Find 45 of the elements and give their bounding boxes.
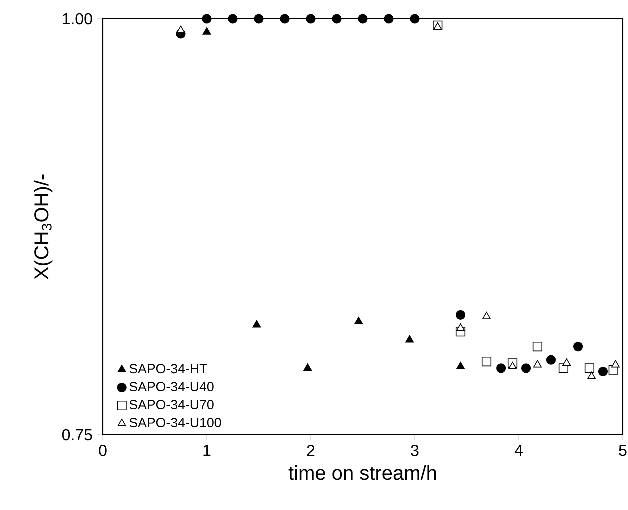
point: [482, 356, 492, 367]
point: [598, 366, 608, 377]
point: [573, 342, 584, 352]
point: [496, 364, 506, 374]
x-axis-title: time on stream/h: [288, 466, 436, 480]
x-tick-label: 2: [307, 445, 315, 456]
point: [584, 364, 595, 374]
legend-label: SAPO-34-U70: [130, 400, 214, 410]
point: [306, 14, 316, 24]
point: [280, 14, 290, 24]
point: [406, 335, 414, 343]
y-tick-label: 0.75: [62, 429, 92, 441]
point: [482, 312, 491, 320]
point: [456, 362, 465, 370]
point: [562, 358, 572, 366]
x-tick-label: 3: [411, 445, 419, 456]
point: [202, 28, 212, 35]
x-tick-label: 0: [99, 445, 107, 456]
y-axis-title: X(CH$_{3}$OH)/-: [34, 174, 53, 280]
point: [304, 364, 312, 372]
point: [456, 310, 466, 320]
point: [384, 14, 394, 24]
point: [532, 342, 543, 352]
y-tick-label: 1.00: [63, 13, 92, 25]
point: [508, 362, 517, 370]
point: [332, 14, 342, 24]
point: [534, 360, 542, 368]
point: [456, 324, 465, 332]
point: [252, 320, 262, 328]
point: [546, 355, 556, 365]
legend-label: SAPO-34-U40: [130, 382, 214, 392]
point: [358, 14, 368, 24]
point: [202, 14, 212, 24]
point: [588, 372, 596, 380]
point: [176, 26, 186, 34]
legend-label: SAPO-34-HT: [130, 364, 208, 374]
point: [410, 14, 420, 24]
point: [521, 364, 532, 374]
x-tick-label: 5: [619, 445, 627, 456]
x-tick-label: 4: [514, 445, 523, 456]
point: [354, 317, 364, 324]
point: [254, 14, 264, 24]
x-tick-label: 1: [204, 445, 211, 456]
legend-label: SAPO-34-U100: [130, 418, 222, 428]
point: [228, 14, 238, 24]
